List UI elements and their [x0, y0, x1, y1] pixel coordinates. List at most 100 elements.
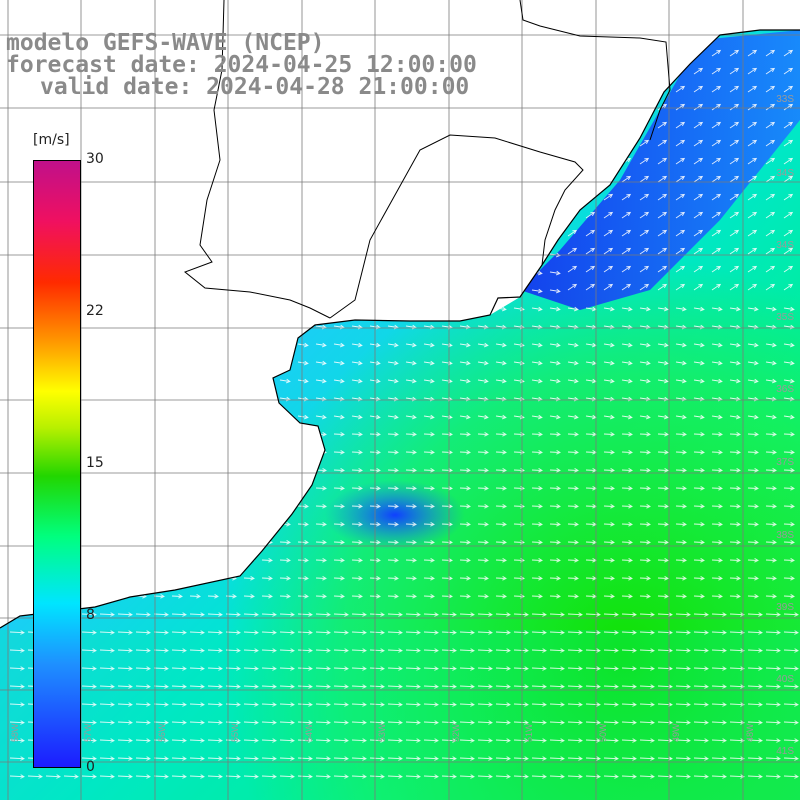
wind-arrow	[225, 360, 237, 366]
wind-arrow	[225, 558, 237, 563]
wind-arrow	[657, 594, 669, 599]
wind-arrow	[333, 630, 349, 635]
wind-arrow	[657, 283, 668, 291]
wind-arrow	[135, 342, 147, 348]
wind-arrow	[297, 234, 309, 240]
wind-arrow	[675, 684, 691, 689]
wind-arrow	[387, 360, 399, 366]
wind-arrow	[459, 270, 471, 276]
wind-arrow	[747, 702, 763, 707]
wind-arrow	[531, 126, 543, 132]
wind-arrow	[783, 540, 795, 545]
wind-arrow	[477, 666, 493, 671]
wind-arrow	[459, 612, 475, 617]
wind-arrow	[423, 594, 435, 599]
wind-arrow	[729, 396, 741, 402]
wind-arrow	[549, 504, 561, 509]
wind-arrow	[153, 594, 165, 599]
wind-arrow	[333, 684, 349, 689]
wind-arrow	[351, 774, 367, 779]
wind-arrow	[189, 648, 205, 653]
wind-arrow	[333, 504, 345, 509]
wind-arrow	[657, 522, 669, 527]
wind-arrow	[9, 288, 21, 294]
wind-arrow	[477, 234, 489, 240]
wind-arrow	[765, 684, 781, 689]
wind-arrow	[513, 126, 525, 132]
wind-arrow	[261, 216, 273, 222]
wind-arrow	[513, 72, 525, 78]
wind-arrow	[783, 211, 794, 219]
wind-arrow	[261, 162, 273, 168]
wind-arrow	[387, 288, 399, 294]
wind-arrow	[729, 612, 745, 617]
wind-arrow	[477, 630, 493, 635]
wind-arrow	[117, 216, 129, 222]
wind-arrow	[261, 756, 277, 761]
wind-arrow	[441, 450, 453, 455]
wind-arrow	[765, 738, 781, 743]
forecast-date: forecast date: 2024-04-25 12:00:00	[6, 52, 477, 78]
wind-arrow	[171, 630, 187, 635]
wind-arrow	[387, 324, 399, 330]
wind-arrow	[693, 157, 704, 165]
wind-arrow	[45, 774, 61, 779]
wind-arrow	[9, 702, 25, 707]
wind-arrow	[765, 504, 777, 509]
wind-arrow	[117, 108, 129, 114]
wind-arrow	[315, 720, 331, 725]
wind-arrow	[171, 468, 183, 473]
wind-arrow	[333, 594, 345, 599]
wind-arrow	[423, 198, 435, 204]
wind-arrow	[81, 648, 97, 653]
wind-arrow	[189, 378, 201, 384]
wind-arrow	[567, 342, 579, 348]
wind-arrow	[603, 756, 619, 761]
wind-arrow	[207, 630, 223, 635]
wind-arrow	[351, 198, 363, 204]
wind-arrow	[333, 702, 349, 707]
wind-arrow	[675, 139, 686, 147]
wind-arrow	[603, 648, 619, 653]
wind-arrow	[513, 216, 525, 222]
wind-arrow	[333, 558, 345, 563]
wind-arrow	[711, 265, 722, 273]
wind-arrow	[387, 630, 403, 635]
wind-arrow	[387, 414, 399, 420]
wind-arrow	[207, 756, 223, 761]
wind-arrow	[531, 522, 543, 527]
wind-arrow	[171, 270, 183, 276]
wind-arrow	[117, 720, 133, 725]
wind-arrow	[621, 139, 632, 147]
wind-arrow	[495, 396, 507, 402]
wind-arrow	[639, 558, 651, 563]
wind-arrow	[783, 414, 795, 420]
wind-arrow	[675, 378, 687, 384]
wind-arrow	[261, 774, 277, 779]
wind-arrow	[459, 306, 471, 312]
wind-arrow	[405, 522, 417, 527]
wind-arrow	[405, 720, 421, 725]
wind-arrow	[9, 90, 21, 96]
wind-arrow	[315, 630, 331, 635]
wind-arrow	[189, 126, 201, 132]
colorbar-unit: [m/s]	[33, 132, 70, 148]
wind-arrow	[153, 126, 165, 132]
wind-arrow	[675, 324, 687, 330]
wind-arrow	[99, 270, 111, 276]
wind-arrow	[495, 108, 507, 114]
wind-arrow	[621, 594, 633, 599]
wind-arrow	[261, 306, 273, 312]
wind-arrow	[99, 594, 111, 599]
wind-arrow	[261, 648, 277, 653]
wind-arrow	[333, 432, 345, 437]
wind-arrow	[189, 162, 201, 168]
wind-arrow	[531, 432, 543, 437]
wind-arrow	[729, 193, 740, 201]
wind-arrow	[549, 360, 561, 366]
wind-arrow	[729, 594, 741, 599]
lon-label: 58W	[10, 723, 20, 742]
wind-arrow	[549, 414, 561, 420]
wind-arrow	[459, 648, 475, 653]
wind-arrow	[117, 738, 133, 743]
